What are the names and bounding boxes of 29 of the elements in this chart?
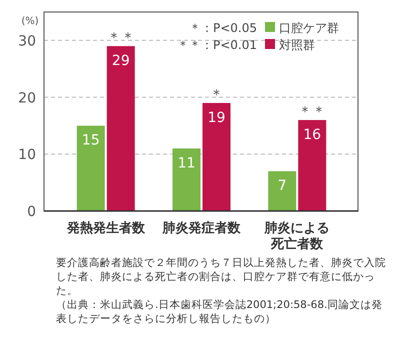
x-tick-label: 肺炎による死亡者数 [264,221,330,252]
y-axis-title: (%) [21,16,39,27]
annotation: ＊ [210,86,224,103]
data-label: 15 [82,132,100,149]
annotation: ＊＊ [298,104,326,120]
data-label: 29 [112,53,130,70]
bar [298,120,326,211]
annotation: ＊＊ [106,30,135,46]
bar [76,126,105,211]
x-tick-label: 発熱発生者数 [66,220,146,236]
bar [106,46,135,211]
y-tick-label: 30 [18,33,36,50]
y-tick-label: 0 [27,204,36,220]
x-tick-label: 肺炎発症者数 [162,220,242,236]
bar [268,171,296,211]
data-label: 19 [208,110,226,126]
text: 要介護高齢者施設で２年間のうち７日以上発熱した者、肺炎で入院した者、肺炎による死亡者の割合は、口腔ケア群で有意に低かった。 [56,256,386,298]
data-label: 11 [178,155,196,172]
bar [172,148,200,211]
legend-label: 口腔ケア群 [279,21,339,35]
annotation: ＊＊：P<0.01 [176,38,257,52]
legend-label: 対照群 [279,38,315,52]
data-label: 16 [303,127,322,144]
text: （出典：米山武義ら.日本歯科医学会誌2001;20:58-68.同論文は発表したデータをさらに分析し報告したもの） [56,298,384,326]
annotation: ＊：P<0.05 [188,21,257,35]
y-tick-label: 10 [18,147,36,164]
bar [202,102,230,211]
y-tick-label: 20 [18,90,36,106]
data-label: 7 [278,178,287,194]
